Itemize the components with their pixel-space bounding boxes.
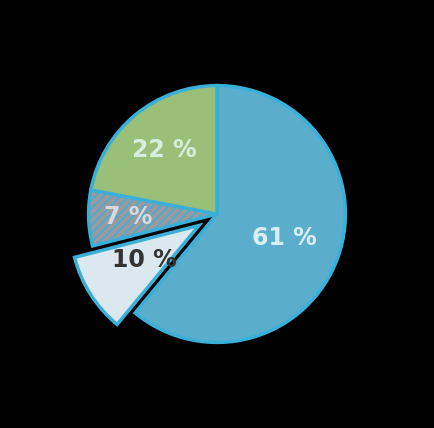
Wedge shape — [91, 86, 217, 214]
Wedge shape — [75, 226, 199, 324]
Text: 61 %: 61 % — [252, 226, 316, 250]
Wedge shape — [135, 86, 345, 342]
Text: 10 %: 10 % — [112, 248, 177, 272]
Text: 22 %: 22 % — [132, 138, 197, 162]
Text: 7 %: 7 % — [105, 205, 153, 229]
Wedge shape — [89, 190, 217, 246]
